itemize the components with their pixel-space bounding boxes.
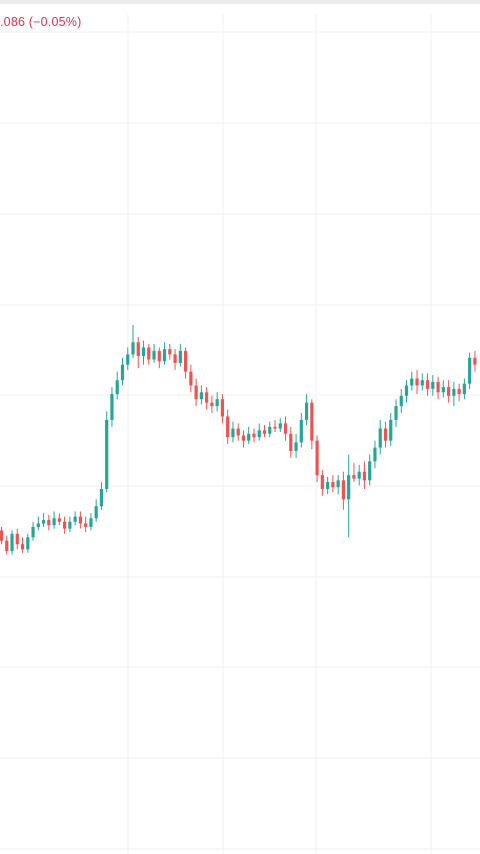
candle-down — [252, 433, 256, 438]
candle-down — [457, 388, 461, 395]
candle-up — [110, 394, 114, 420]
candle-up — [178, 350, 182, 363]
candle-up — [89, 518, 93, 527]
candle-down — [63, 521, 67, 529]
candle-down — [241, 435, 246, 441]
candle-down — [78, 516, 82, 524]
candle-down — [47, 520, 51, 526]
candle-down — [473, 357, 477, 365]
candle-down — [362, 471, 367, 481]
candle-down — [184, 350, 188, 372]
candle-down — [273, 426, 277, 429]
candle-down — [425, 380, 430, 389]
candle-up — [394, 406, 398, 420]
candle-down — [236, 428, 240, 436]
candle-up — [278, 423, 282, 429]
candle-down — [189, 371, 193, 386]
candle-down — [262, 430, 267, 434]
candle-up — [378, 428, 382, 448]
candle-up — [404, 385, 409, 396]
candle-up — [468, 357, 472, 384]
candle-down — [352, 475, 356, 479]
candle-up — [99, 488, 104, 507]
candle-down — [436, 381, 440, 393]
candle-down — [15, 533, 19, 545]
candle-up — [373, 447, 377, 462]
candle-up — [294, 442, 298, 451]
candle-down — [289, 433, 293, 451]
candle-up — [326, 482, 330, 489]
candle-up — [247, 433, 251, 441]
candle-up — [162, 349, 167, 362]
candle-up — [368, 461, 372, 481]
candle-down — [310, 402, 314, 441]
chart-grid — [0, 14, 480, 854]
candle-down — [283, 423, 288, 434]
candle-up — [304, 402, 309, 420]
candle-up — [199, 392, 203, 400]
candle-up — [299, 419, 303, 443]
candle-down — [168, 349, 172, 355]
candle-up — [389, 419, 393, 441]
candle-down — [20, 544, 25, 550]
candle-down — [383, 428, 388, 441]
candle-up — [257, 430, 261, 438]
candle-up — [36, 523, 40, 527]
candle-down — [147, 347, 151, 360]
candle-up — [10, 533, 14, 552]
candle-down — [447, 387, 451, 396]
candle-up — [131, 342, 135, 355]
candle-down — [341, 480, 345, 500]
candle-up — [420, 380, 424, 386]
candle-up — [336, 480, 340, 488]
candle-up — [126, 354, 130, 365]
candle-up — [94, 506, 98, 519]
candle-up — [105, 419, 109, 489]
candle-up — [115, 380, 119, 395]
candle-up — [41, 520, 46, 524]
candle-up — [441, 387, 445, 393]
top-border-strip — [0, 0, 480, 4]
candle-up — [399, 395, 403, 407]
candle-up — [31, 526, 35, 538]
candle-up — [26, 537, 30, 550]
candle-down — [173, 354, 177, 363]
candle-down — [0, 530, 4, 541]
candle-up — [462, 383, 466, 395]
candle-up — [68, 521, 72, 529]
candle-down — [315, 440, 319, 476]
candle-down — [320, 475, 324, 489]
candle-down — [220, 399, 225, 417]
candle-down — [136, 342, 140, 357]
candle-down — [226, 416, 230, 438]
candle-up — [357, 471, 361, 479]
candle-down — [205, 392, 209, 403]
candle-up — [452, 388, 456, 396]
candle-down — [331, 482, 335, 488]
candle-down — [5, 540, 9, 552]
candle-down — [57, 518, 61, 522]
candle-up — [152, 350, 156, 360]
candle-up — [120, 364, 125, 381]
candle-down — [157, 350, 161, 362]
candle-down — [210, 402, 214, 407]
candle-up — [347, 475, 351, 500]
candles-group — [0, 325, 477, 555]
candle-down — [194, 385, 198, 400]
candle-up — [231, 428, 235, 438]
candle-up — [268, 426, 272, 434]
candle-up — [215, 399, 219, 407]
candle-up — [52, 518, 56, 526]
candle-down — [84, 523, 88, 527]
candle-down — [415, 378, 419, 386]
candle-up — [141, 347, 146, 357]
candle-up — [431, 381, 435, 389]
candle-up — [410, 378, 414, 386]
price-change-label: .086 (−0.05%) — [0, 15, 82, 29]
candle-up — [73, 516, 77, 522]
